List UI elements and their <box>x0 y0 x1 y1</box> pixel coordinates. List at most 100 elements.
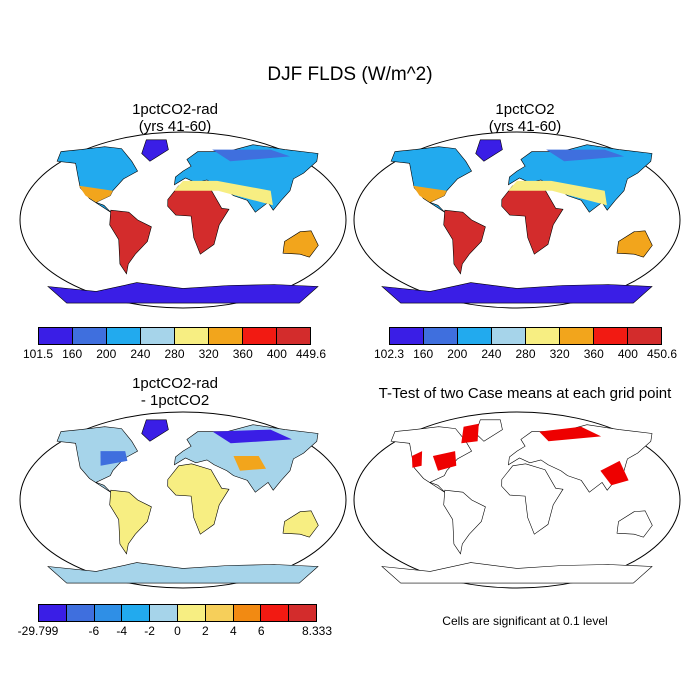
colorbar-label: 320 <box>549 347 570 361</box>
colorbar-swatch <box>39 605 67 621</box>
colorbar-swatch <box>424 328 458 344</box>
colorbar-label: 0 <box>174 624 181 638</box>
panel-title-rad-line2: (yrs 41-60) <box>138 118 212 135</box>
colorbar-swatch <box>233 605 262 621</box>
colorbar-swatch <box>458 328 492 344</box>
significant-cells <box>432 451 457 471</box>
land-namerica <box>56 426 139 493</box>
map-panel-rad <box>18 130 348 310</box>
colorbar-label: 240 <box>481 347 502 361</box>
colorbar-swatch <box>277 328 310 344</box>
warm-band <box>174 180 273 206</box>
panel-title-diff: 1pctCO2-rad - 1pctCO2 <box>25 375 325 409</box>
panel-title-ttest: T-Test of two Case means at each grid po… <box>355 385 695 402</box>
land-australia <box>616 510 653 538</box>
colorbar-swatch <box>122 605 151 621</box>
colorbar-label: 4 <box>229 624 237 638</box>
colorbar-label: 6 <box>257 624 265 638</box>
colorbar-label: 450.6 <box>646 347 678 361</box>
significant-cells <box>461 423 479 444</box>
cold-region <box>212 149 291 162</box>
colorbar-diff: -29.799 -6 -4 -2 0 2 4 6 8.333 <box>18 604 332 644</box>
land-antarctica <box>381 562 653 584</box>
colorbar-swatch <box>205 605 234 621</box>
cold-anomaly <box>100 451 128 466</box>
significant-cells <box>539 426 602 442</box>
map-ttest <box>353 411 681 589</box>
land-antarctica <box>47 562 319 584</box>
warm-band <box>508 180 607 206</box>
cold-region <box>546 149 625 162</box>
colorbar-label: -4 <box>116 624 128 638</box>
colorbar-swatch <box>560 328 594 344</box>
warm-band <box>413 185 447 203</box>
colorbar-label: 160 <box>413 347 434 361</box>
panel-title-diff-line2: - 1pctCO2 <box>140 392 210 409</box>
colorbar-label: 360 <box>232 347 253 361</box>
colorbar-swatches <box>38 604 317 622</box>
colorbar-label: 280 <box>164 347 185 361</box>
colorbar-label: 400 <box>617 347 638 361</box>
colorbar-swatch <box>39 328 73 344</box>
colorbar-swatch <box>261 605 290 621</box>
land-africa <box>501 463 564 535</box>
colorbar-label: -2 <box>144 624 155 638</box>
significant-cells <box>600 460 629 486</box>
map-rad <box>19 131 347 309</box>
map-panel-diff <box>18 410 348 590</box>
colorbar-swatch <box>107 328 141 344</box>
colorbar-swatch <box>73 328 107 344</box>
colorbar-1pct: 102.3 160 200 240 280 320 360 400 450.6 <box>374 327 677 367</box>
colorbar-swatch <box>289 605 316 621</box>
land-samerica <box>109 209 152 275</box>
colorbar-rad: 101.5 160 200 240 280 320 360 400 449.6 <box>23 327 326 367</box>
warm-band <box>79 185 113 203</box>
land-australia <box>282 510 319 538</box>
colorbar-swatch <box>390 328 424 344</box>
figure-title: DJF FLDS (W/m^2) <box>267 64 433 85</box>
panel-title-diff-line1: 1pctCO2-rad <box>132 375 218 392</box>
colorbar-label: 449.6 <box>295 347 327 361</box>
panel-title-ttest-line1: T-Test of two Case means at each grid po… <box>378 385 672 402</box>
colorbar-swatch <box>175 328 209 344</box>
colorbar-swatch <box>94 605 123 621</box>
colorbar-label: 360 <box>583 347 604 361</box>
panel-title-1pct: 1pctCO2 (yrs 41-60) <box>375 101 675 135</box>
land-antarctica <box>47 282 319 304</box>
land-greenland <box>141 419 169 442</box>
map-diff <box>19 411 347 589</box>
land-samerica <box>109 489 152 555</box>
colorbar-label: 2 <box>202 624 209 638</box>
colorbar-label: 280 <box>515 347 536 361</box>
map-panel-ttest <box>352 410 682 590</box>
colorbar-label: 200 <box>447 347 468 361</box>
land-australia <box>282 230 319 258</box>
land-antarctica <box>381 282 653 304</box>
panel-title-1pct-line2: (yrs 41-60) <box>488 118 562 135</box>
land-samerica <box>443 209 486 275</box>
colorbar-swatch <box>594 328 628 344</box>
colorbar-swatch <box>141 328 175 344</box>
colorbar-label: 102.3 <box>373 347 405 361</box>
significant-cells <box>411 451 423 468</box>
map-panel-1pct <box>352 130 682 310</box>
colorbar-swatches <box>389 327 662 345</box>
map-1pct <box>353 131 681 309</box>
cold-anomaly <box>212 429 292 444</box>
land-australia <box>616 230 653 258</box>
land-greenland <box>475 139 503 162</box>
colorbar-label: 8.333 <box>301 624 333 638</box>
colorbar-label: 160 <box>62 347 83 361</box>
colorbar-swatch <box>492 328 526 344</box>
significance-note: Cells are significant at 0.1 level <box>442 614 608 628</box>
land-africa <box>167 463 230 535</box>
colorbar-swatch <box>66 605 95 621</box>
colorbar-label: 101.5 <box>22 347 54 361</box>
colorbar-label: -29.799 <box>17 624 59 638</box>
colorbar-label: -6 <box>88 624 100 638</box>
colorbar-label: 200 <box>96 347 117 361</box>
colorbar-swatch <box>150 605 178 621</box>
land-samerica <box>443 489 486 555</box>
colorbar-label: 240 <box>130 347 151 361</box>
